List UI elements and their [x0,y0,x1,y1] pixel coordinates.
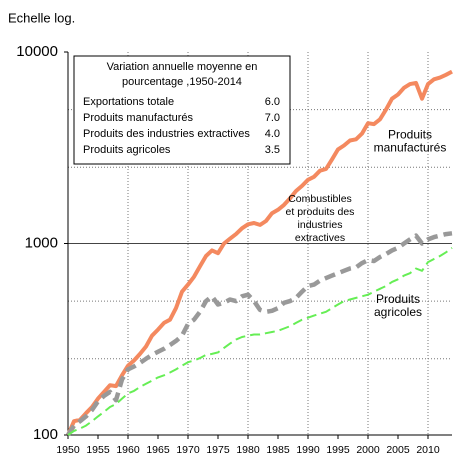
series-line [66,69,453,436]
x-tick-label: 1950 [56,444,80,456]
x-tick-label: 1985 [266,444,290,456]
x-tick-label: 1975 [206,444,230,456]
inset-label: Produits manufacturés [83,112,194,124]
inset-title: pourcentage ,1950-2014 [122,76,242,88]
x-tick-label: 1995 [326,444,350,456]
x-tick-label: 2010 [416,444,440,456]
x-tick-label: 1970 [176,444,200,456]
series-annotation: et produits des [286,206,355,218]
series-line [67,247,453,436]
x-tick-label: 2000 [356,444,380,456]
series-annotation: industries [298,219,343,231]
axis-note: Echelle log. [8,10,75,25]
inset-label: Produits agricoles [83,144,171,156]
x-tick-label: 1965 [146,444,170,456]
series-annotation: Produits [376,292,420,306]
inset-label: Exportations totale [83,96,174,108]
x-tick-label: 1955 [86,444,110,456]
series-line [66,231,453,437]
series-annotation: agricoles [374,305,422,319]
inset-value: 4.0 [265,128,280,140]
inset-box [73,55,291,165]
series-annotation: Combustibles [288,193,352,205]
inset-value: 6.0 [265,96,280,108]
inset-title: Variation annuelle moyenne en [107,61,258,73]
x-tick-label: 1960 [116,444,140,456]
y-tick-label: 10000 [16,43,58,60]
inset-label: Produits des industries extractives [83,128,250,140]
y-tick-label: 1000 [25,234,58,251]
inset-value: 7.0 [265,112,280,124]
y-tick-label: 100 [33,426,58,443]
series-annotation: manufacturés [374,140,447,154]
x-tick-label: 1980 [236,444,260,456]
series-annotation: Produits [388,127,432,141]
series-annotation: extractives [295,232,345,244]
inset-value: 3.5 [265,144,280,156]
x-tick-label: 2005 [386,444,410,456]
x-tick-label: 1990 [296,444,320,456]
